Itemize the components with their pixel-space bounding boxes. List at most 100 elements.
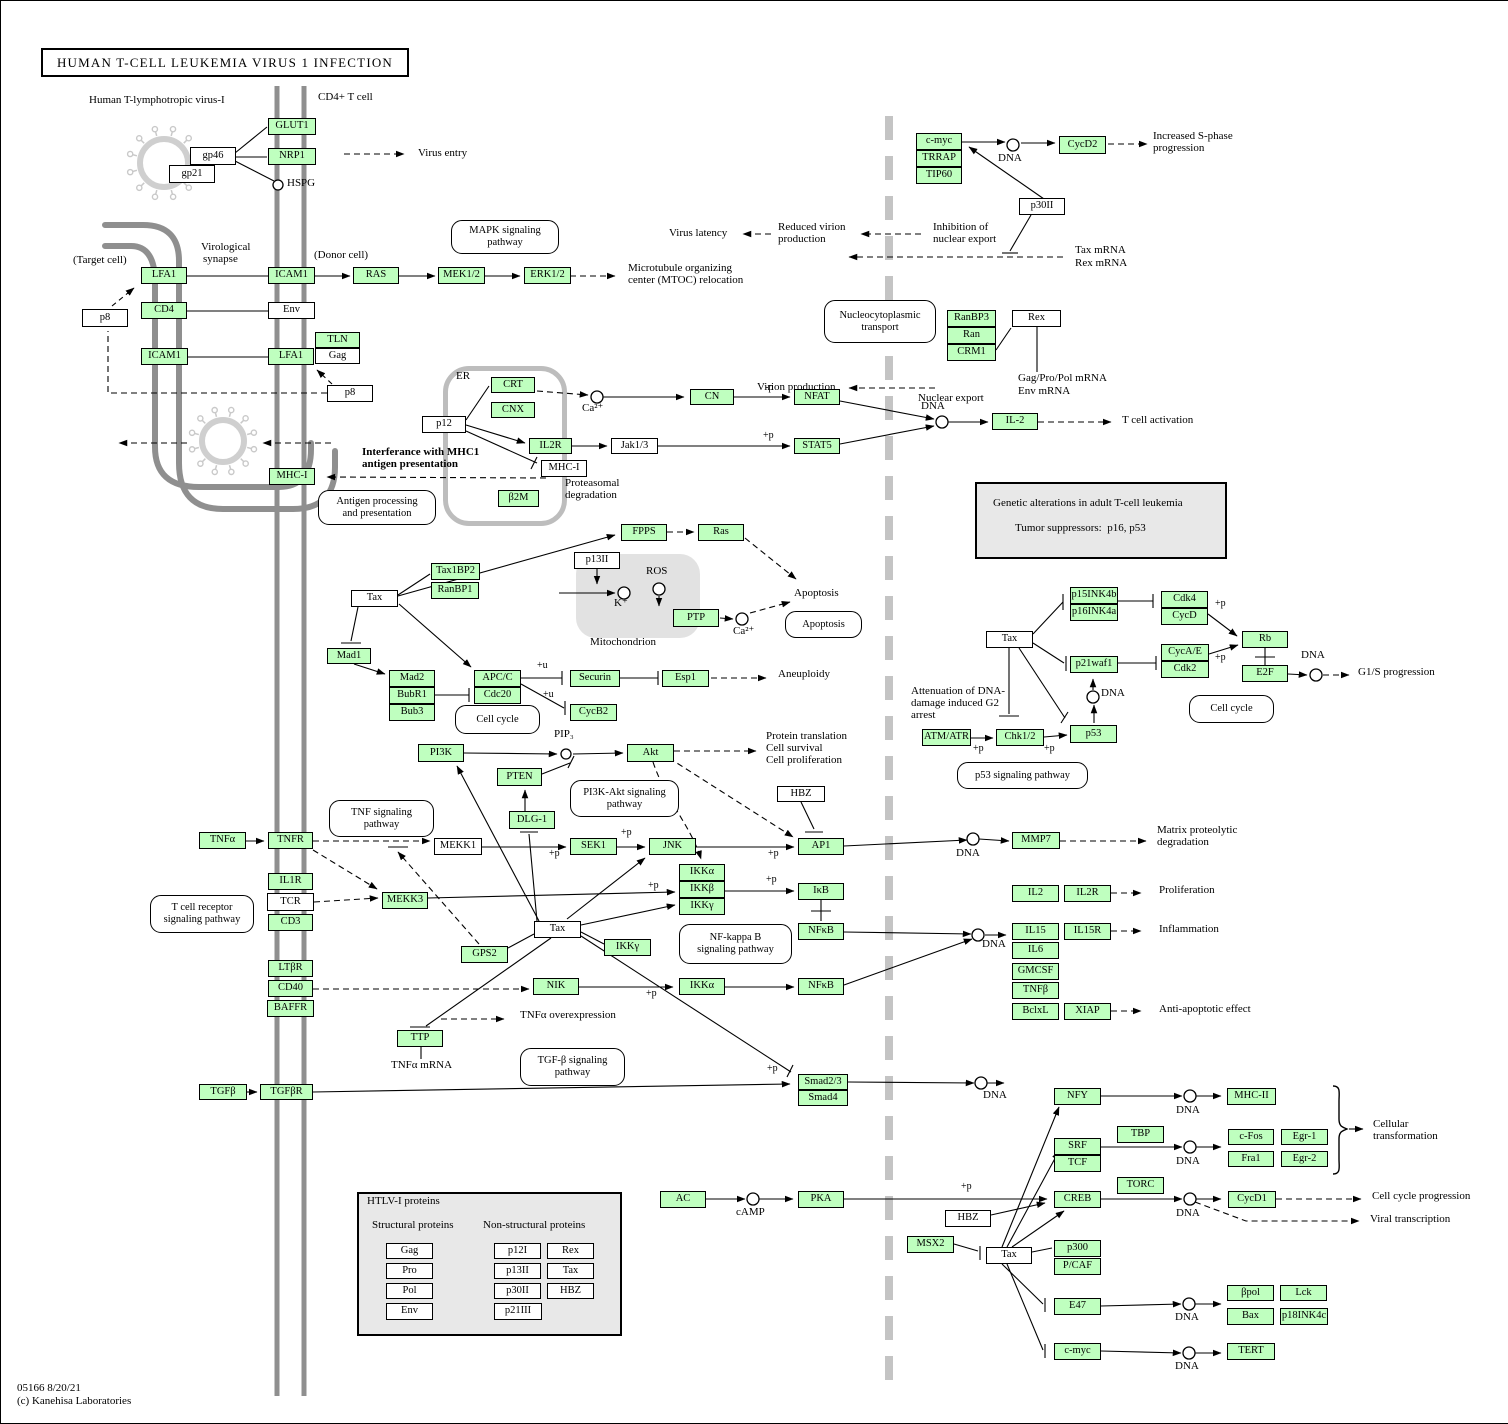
node-ikk[interactable]: IKKγ: [679, 898, 725, 915]
node-srf[interactable]: SRF: [1054, 1138, 1101, 1155]
node-bubr1[interactable]: BubR1: [389, 687, 435, 704]
node-cdk4[interactable]: Cdk4: [1161, 591, 1208, 608]
node-mekk1[interactable]: MEKK1: [434, 838, 482, 855]
node-gps2[interactable]: GPS2: [461, 946, 508, 963]
node-i-b[interactable]: IκB: [798, 883, 844, 900]
node-p8[interactable]: p8: [327, 385, 373, 402]
node-p13ii[interactable]: p13II: [574, 552, 620, 569]
node-hbz[interactable]: HBZ: [777, 786, 825, 802]
node-msx2[interactable]: MSX2: [907, 1236, 954, 1253]
node-mad2[interactable]: Mad2: [389, 670, 435, 687]
node-il6[interactable]: IL6: [1012, 942, 1059, 959]
node-cycd2[interactable]: CycD2: [1059, 136, 1106, 154]
node-ikk[interactable]: IKKβ: [679, 881, 725, 898]
node-tax[interactable]: Tax: [534, 921, 581, 938]
pathway-ref-nf-kappa-b-signaling-pathway[interactable]: NF-kappa B signaling pathway: [679, 924, 792, 964]
node-lfa1[interactable]: LFA1: [268, 348, 314, 365]
node-cyca-e[interactable]: CycA/E: [1161, 644, 1209, 661]
node-ap1[interactable]: AP1: [798, 838, 844, 855]
pathway-ref-nucleocytoplasmic-transport[interactable]: Nucleocytoplasmic transport: [824, 300, 936, 343]
node-c-myc[interactable]: c-myc: [916, 133, 962, 150]
node-jak1-3[interactable]: Jak1/3: [611, 438, 658, 454]
node-gmcsf[interactable]: GMCSF: [1012, 963, 1059, 980]
node-torc[interactable]: TORC: [1117, 1177, 1164, 1194]
node-tnf[interactable]: TNFβ: [1012, 982, 1059, 999]
node-p8[interactable]: p8: [82, 309, 128, 327]
node-ran[interactable]: Ran: [947, 327, 996, 344]
pathway-ref-p53-signaling-pathway[interactable]: p53 signaling pathway: [957, 762, 1088, 789]
node-tip60[interactable]: TIP60: [916, 167, 962, 184]
pathway-ref-pi3k-akt-signaling-pathway[interactable]: PI3K-Akt signaling pathway: [570, 780, 679, 817]
node-apc-c[interactable]: APC/C: [474, 670, 521, 687]
pathway-ref-cell-cycle[interactable]: Cell cycle: [455, 705, 540, 734]
node-bub3[interactable]: Bub3: [389, 704, 435, 721]
node-cd40[interactable]: CD40: [268, 980, 313, 997]
node-securin[interactable]: Securin: [570, 670, 620, 687]
node-tax[interactable]: Tax: [986, 631, 1033, 648]
node-e2f[interactable]: E2F: [1242, 665, 1288, 682]
node-rex[interactable]: Rex: [1012, 310, 1061, 327]
node-cn[interactable]: CN: [690, 389, 734, 405]
node-p53[interactable]: p53: [1070, 725, 1117, 743]
pathway-ref-cell-cycle[interactable]: Cell cycle: [1189, 695, 1274, 723]
node-cycb2[interactable]: CycB2: [570, 704, 617, 721]
node-lt-r[interactable]: LTβR: [268, 960, 313, 977]
node-e47[interactable]: E47: [1054, 1298, 1101, 1315]
node-tert[interactable]: TERT: [1227, 1343, 1275, 1360]
node-lck[interactable]: Lck: [1280, 1285, 1327, 1301]
node-jnk[interactable]: JNK: [649, 838, 696, 855]
node-p-caf[interactable]: P/CAF: [1054, 1258, 1101, 1275]
node-hbz[interactable]: HBZ: [547, 1283, 594, 1299]
node-p300[interactable]: p300: [1054, 1240, 1101, 1257]
node-gag[interactable]: Gag: [386, 1243, 433, 1259]
node-env[interactable]: Env: [268, 302, 315, 319]
node-il15r[interactable]: IL15R: [1064, 923, 1111, 940]
node-ttp[interactable]: TTP: [397, 1030, 443, 1047]
node-p12[interactable]: p12: [422, 416, 466, 433]
node-gag[interactable]: Gag: [315, 348, 360, 364]
node-nik[interactable]: NIK: [533, 978, 579, 995]
node-stat5[interactable]: STAT5: [794, 438, 840, 454]
node-esp1[interactable]: Esp1: [662, 670, 709, 687]
node-smad2-3[interactable]: Smad2/3: [798, 1074, 848, 1090]
node-2m[interactable]: β2M: [498, 490, 539, 507]
node-p21waf1[interactable]: p21waf1: [1070, 656, 1118, 673]
node-pol[interactable]: βpol: [1227, 1285, 1274, 1301]
node-ikk[interactable]: IKKα: [679, 864, 725, 881]
node-nf-b[interactable]: NFκB: [798, 978, 844, 995]
node-gp21[interactable]: gp21: [169, 165, 215, 183]
node-nfy[interactable]: NFY: [1054, 1088, 1101, 1105]
node-fra1[interactable]: Fra1: [1228, 1151, 1274, 1167]
pathway-ref-antigen-processing-and-presentation[interactable]: Antigen processing and presentation: [318, 490, 436, 525]
node-tax[interactable]: Tax: [986, 1247, 1032, 1264]
node-il15[interactable]: IL15: [1012, 923, 1059, 940]
node-creb[interactable]: CREB: [1054, 1191, 1101, 1208]
node-il-2[interactable]: IL-2: [992, 413, 1038, 430]
node-erk1-2[interactable]: ERK1/2: [524, 267, 571, 284]
node-smad4[interactable]: Smad4: [798, 1090, 848, 1106]
node-akt[interactable]: Akt: [627, 744, 674, 762]
node-cycd[interactable]: CycD: [1161, 608, 1208, 625]
node-cdc20[interactable]: Cdc20: [474, 687, 521, 704]
node-mad1[interactable]: Mad1: [327, 648, 371, 664]
node-cdk2[interactable]: Cdk2: [1161, 661, 1209, 678]
node-tcf[interactable]: TCF: [1054, 1155, 1101, 1172]
node-xiap[interactable]: XIAP: [1064, 1003, 1111, 1020]
node-mmp7[interactable]: MMP7: [1012, 832, 1060, 849]
node-cnx[interactable]: CNX: [491, 402, 535, 418]
node-mhc-i[interactable]: MHC-I: [269, 468, 315, 485]
node-tax[interactable]: Tax: [351, 590, 398, 607]
node-lfa1[interactable]: LFA1: [141, 267, 187, 284]
node-trrap[interactable]: TRRAP: [916, 150, 962, 167]
node-chk1-2[interactable]: Chk1/2: [996, 729, 1044, 746]
node-ac[interactable]: AC: [660, 1191, 706, 1208]
node-il1r[interactable]: IL1R: [268, 873, 313, 890]
node-c-myc[interactable]: c-myc: [1054, 1343, 1101, 1360]
node-sek1[interactable]: SEK1: [570, 838, 617, 855]
node-pol[interactable]: Pol: [386, 1283, 433, 1299]
node-c-fos[interactable]: c-Fos: [1228, 1129, 1274, 1145]
node-mhc-ii[interactable]: MHC-II: [1227, 1088, 1276, 1105]
pathway-ref-tgf-signaling-pathway[interactable]: TGF-β signaling pathway: [520, 1048, 625, 1086]
node-mhc-i[interactable]: MHC-I: [541, 460, 587, 477]
node-glut1[interactable]: GLUT1: [268, 118, 316, 135]
